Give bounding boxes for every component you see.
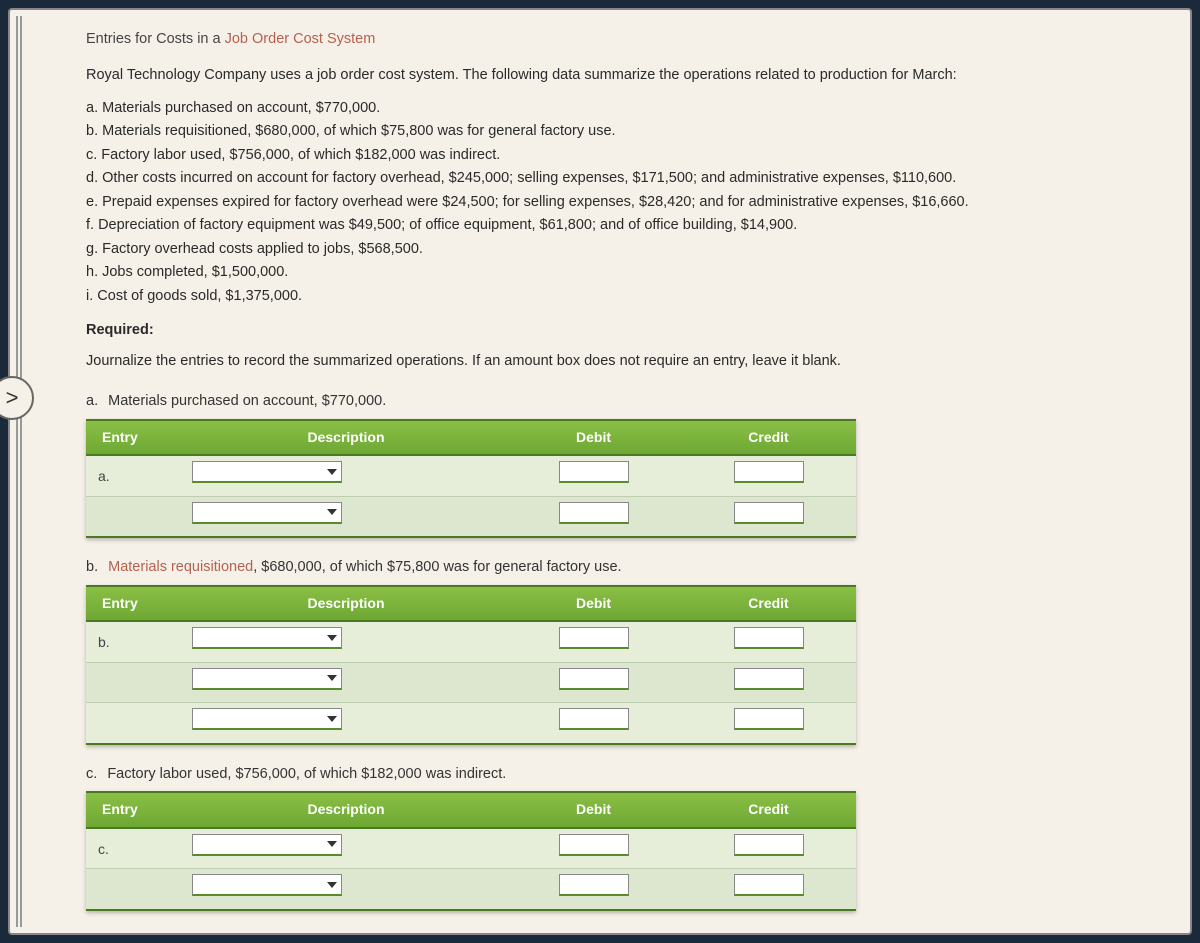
- debit-input[interactable]: [559, 834, 629, 856]
- caret-down-icon: [327, 716, 337, 722]
- journal-table-b: Entry Description Debit Credit b.: [86, 585, 856, 745]
- section-c-label: c. Factory labor used, $756,000, of whic…: [86, 763, 1162, 785]
- item-h: h. Jobs completed, $1,500,000.: [86, 261, 1162, 283]
- caret-down-icon: [327, 635, 337, 641]
- section-b-label: b. Materials requisitioned, $680,000, of…: [86, 556, 1162, 578]
- credit-input[interactable]: [734, 502, 804, 524]
- description-dropdown[interactable]: [192, 834, 342, 856]
- journal-table-c: Entry Description Debit Credit c.: [86, 791, 856, 911]
- entry-label-a: a.: [86, 455, 186, 496]
- debit-input[interactable]: [559, 708, 629, 730]
- col-credit: Credit: [681, 586, 856, 622]
- col-debit: Debit: [506, 792, 681, 828]
- section-a-text: Materials purchased on account, $770,000…: [108, 393, 386, 409]
- title-prefix: Entries for Costs in a: [86, 31, 225, 47]
- description-dropdown[interactable]: [192, 461, 342, 483]
- intro-text: Royal Technology Company uses a job orde…: [86, 64, 1162, 86]
- table-row: [86, 496, 856, 537]
- col-credit: Credit: [681, 792, 856, 828]
- description-dropdown[interactable]: [192, 874, 342, 896]
- credit-input[interactable]: [734, 834, 804, 856]
- table-row: [86, 662, 856, 702]
- required-label: Required:: [86, 319, 1162, 341]
- description-dropdown[interactable]: [192, 668, 342, 690]
- col-entry: Entry: [86, 792, 186, 828]
- entry-label-b: b.: [86, 621, 186, 662]
- col-debit: Debit: [506, 420, 681, 456]
- credit-input[interactable]: [734, 708, 804, 730]
- debit-input[interactable]: [559, 461, 629, 483]
- debit-input[interactable]: [559, 668, 629, 690]
- description-dropdown[interactable]: [192, 502, 342, 524]
- section-c-letter: c.: [86, 766, 97, 782]
- table-row: c.: [86, 828, 856, 869]
- item-b: b. Materials requisitioned, $680,000, of…: [86, 120, 1162, 142]
- entry-label-c: c.: [86, 828, 186, 869]
- table-header-row: Entry Description Debit Credit: [86, 420, 856, 456]
- debit-input[interactable]: [559, 874, 629, 896]
- section-b-link[interactable]: Materials requisitioned: [108, 559, 253, 575]
- section-b-letter: b.: [86, 559, 98, 575]
- caret-down-icon: [327, 841, 337, 847]
- debit-input[interactable]: [559, 627, 629, 649]
- instruction-text: Journalize the entries to record the sum…: [86, 350, 1162, 372]
- section-c-text: Factory labor used, $756,000, of which $…: [107, 766, 506, 782]
- section-b-rest: , $680,000, of which $75,800 was for gen…: [253, 559, 621, 575]
- item-g: g. Factory overhead costs applied to job…: [86, 238, 1162, 260]
- page-title: Entries for Costs in a Job Order Cost Sy…: [86, 28, 1162, 50]
- table-header-row: Entry Description Debit Credit: [86, 792, 856, 828]
- journal-table-a: Entry Description Debit Credit a.: [86, 419, 856, 539]
- table-header-row: Entry Description Debit Credit: [86, 586, 856, 622]
- item-e: e. Prepaid expenses expired for factory …: [86, 191, 1162, 213]
- table-row: a.: [86, 455, 856, 496]
- caret-down-icon: [327, 469, 337, 475]
- credit-input[interactable]: [734, 461, 804, 483]
- credit-input[interactable]: [734, 874, 804, 896]
- data-list: a. Materials purchased on account, $770,…: [86, 97, 1162, 307]
- description-dropdown[interactable]: [192, 627, 342, 649]
- credit-input[interactable]: [734, 668, 804, 690]
- caret-down-icon: [327, 675, 337, 681]
- item-f: f. Depreciation of factory equipment was…: [86, 214, 1162, 236]
- table-row: [86, 869, 856, 910]
- col-entry: Entry: [86, 586, 186, 622]
- left-border-decoration: [16, 16, 22, 927]
- section-a-label: a. Materials purchased on account, $770,…: [86, 390, 1162, 412]
- chevron-right-icon: >: [6, 385, 19, 411]
- description-dropdown[interactable]: [192, 708, 342, 730]
- col-entry: Entry: [86, 420, 186, 456]
- item-i: i. Cost of goods sold, $1,375,000.: [86, 285, 1162, 307]
- table-row: [86, 703, 856, 744]
- caret-down-icon: [327, 509, 337, 515]
- section-a-letter: a.: [86, 393, 98, 409]
- col-debit: Debit: [506, 586, 681, 622]
- content-area: Entries for Costs in a Job Order Cost Sy…: [10, 10, 1190, 933]
- col-description: Description: [186, 792, 506, 828]
- item-a: a. Materials purchased on account, $770,…: [86, 97, 1162, 119]
- col-description: Description: [186, 586, 506, 622]
- table-row: b.: [86, 621, 856, 662]
- col-credit: Credit: [681, 420, 856, 456]
- col-description: Description: [186, 420, 506, 456]
- page-wrapper: > Entries for Costs in a Job Order Cost …: [8, 8, 1192, 935]
- title-link[interactable]: Job Order Cost System: [225, 31, 376, 47]
- item-c: c. Factory labor used, $756,000, of whic…: [86, 144, 1162, 166]
- debit-input[interactable]: [559, 502, 629, 524]
- credit-input[interactable]: [734, 627, 804, 649]
- caret-down-icon: [327, 882, 337, 888]
- item-d: d. Other costs incurred on account for f…: [86, 167, 1162, 189]
